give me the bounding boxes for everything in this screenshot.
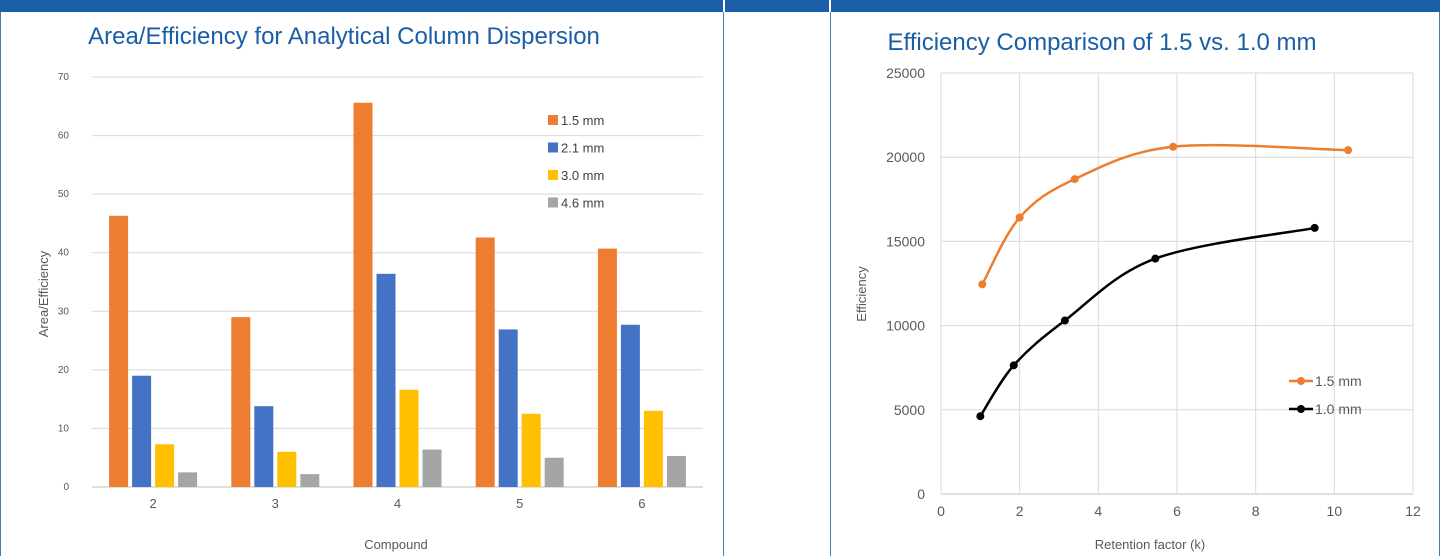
line-legend: 1.5 mm 1.0 mm bbox=[1289, 373, 1362, 417]
legend-marker bbox=[1297, 405, 1305, 413]
legend-label: 4.6 mm bbox=[561, 196, 604, 211]
bar-series bbox=[109, 102, 686, 488]
panel-gutter bbox=[724, 12, 830, 556]
line-x-tick-label: 4 bbox=[1094, 503, 1102, 519]
bar bbox=[620, 324, 640, 487]
bar-x-tick-label: 4 bbox=[394, 496, 401, 511]
line-chart: 0 5000 10000 15000 20000 25000 0 2 4 6 8 10 12 1.5 … bbox=[854, 29, 1421, 552]
line-x-tick-label: 10 bbox=[1327, 503, 1343, 519]
line-y-tick-labels: 0 5000 10000 15000 20000 25000 bbox=[886, 65, 925, 502]
data-point bbox=[976, 412, 985, 421]
line-x-axis-label: Retention factor (k) bbox=[1095, 537, 1206, 552]
bar bbox=[643, 410, 663, 487]
line-y-tick-label: 25000 bbox=[886, 65, 925, 81]
header-divider bbox=[829, 0, 831, 12]
data-point bbox=[1060, 316, 1069, 325]
legend-label: 2.1 mm bbox=[561, 141, 604, 156]
line-x-tick-label: 2 bbox=[1016, 503, 1024, 519]
line-x-tick-label: 8 bbox=[1252, 503, 1260, 519]
line-y-tick-label: 10000 bbox=[886, 318, 925, 334]
bar-y-tick-label: 20 bbox=[58, 365, 70, 376]
bar bbox=[231, 317, 251, 487]
line-y-tick-label: 20000 bbox=[886, 149, 925, 165]
series-line bbox=[981, 143, 1349, 285]
bar-gridlines bbox=[92, 76, 703, 488]
data-point bbox=[978, 280, 987, 289]
right-chart-panel: 0 5000 10000 15000 20000 25000 0 2 4 6 8 10 12 1.5 … bbox=[830, 12, 1440, 556]
bar bbox=[666, 455, 686, 487]
bar-y-tick-labels: 0 10 20 30 40 50 60 70 bbox=[58, 72, 70, 493]
legend-swatch bbox=[548, 115, 558, 125]
bar bbox=[399, 389, 419, 487]
data-point bbox=[1009, 361, 1018, 370]
bar-chart-title: Area/Efficiency for Analytical Column Di… bbox=[88, 23, 600, 50]
bar bbox=[597, 248, 617, 487]
line-y-axis-label: Efficiency bbox=[854, 266, 869, 322]
bar bbox=[498, 329, 518, 487]
data-point bbox=[1015, 213, 1024, 222]
legend-label: 1.5 mm bbox=[561, 113, 604, 128]
bar-x-tick-label: 6 bbox=[638, 496, 645, 511]
legend-label: 1.5 mm bbox=[1315, 373, 1362, 389]
line-series bbox=[976, 142, 1353, 421]
data-point bbox=[1310, 223, 1319, 232]
line-gridlines bbox=[940, 72, 1414, 495]
bar-y-tick-label: 0 bbox=[63, 482, 69, 493]
bar-x-tick-label: 2 bbox=[149, 496, 156, 511]
line-x-tick-label: 12 bbox=[1405, 503, 1421, 519]
header-bar bbox=[0, 0, 1440, 12]
bar bbox=[544, 457, 564, 487]
bar bbox=[277, 451, 297, 487]
data-point bbox=[1070, 175, 1079, 184]
data-point bbox=[1344, 146, 1353, 155]
line-x-tick-labels: 0 2 4 6 8 10 12 bbox=[937, 503, 1421, 519]
bar bbox=[353, 102, 373, 488]
legend-swatch bbox=[548, 197, 558, 208]
bar bbox=[132, 375, 152, 487]
bar bbox=[300, 474, 320, 487]
data-point bbox=[1151, 254, 1160, 263]
bar bbox=[376, 273, 396, 487]
bar bbox=[109, 215, 129, 488]
bar bbox=[178, 472, 198, 487]
bar-y-tick-label: 60 bbox=[58, 131, 70, 142]
bar-y-axis-label: Area/Efficiency bbox=[36, 250, 51, 337]
line-x-tick-label: 0 bbox=[937, 503, 945, 519]
legend-marker bbox=[1297, 377, 1305, 385]
series-line bbox=[979, 226, 1315, 417]
legend-swatch bbox=[548, 142, 558, 153]
line-y-tick-label: 0 bbox=[917, 486, 925, 502]
bar-x-tick-labels: 2 3 4 5 6 bbox=[149, 496, 645, 511]
line-chart-title: Efficiency Comparison of 1.5 vs. 1.0 mm bbox=[887, 29, 1316, 56]
bar-y-tick-label: 70 bbox=[58, 72, 70, 83]
bar bbox=[521, 413, 541, 487]
left-chart-panel: 0 10 20 30 40 50 60 70 2 3 4 5 6 1.5 mm 2.1 mm 3.0 mm… bbox=[0, 12, 724, 556]
bar-y-tick-label: 40 bbox=[58, 248, 70, 259]
bar-x-axis-label: Compound bbox=[364, 537, 428, 552]
line-x-tick-label: 6 bbox=[1173, 503, 1181, 519]
bar-y-tick-label: 50 bbox=[58, 189, 70, 200]
legend-label: 3.0 mm bbox=[561, 168, 604, 183]
bar bbox=[422, 449, 442, 487]
bar-legend: 1.5 mm 2.1 mm 3.0 mm 4.6 mm bbox=[548, 113, 604, 211]
header-divider bbox=[723, 0, 725, 12]
legend-label: 1.0 mm bbox=[1315, 401, 1362, 417]
line-y-tick-label: 15000 bbox=[886, 233, 925, 249]
bar-x-tick-label: 5 bbox=[516, 496, 523, 511]
line-y-tick-label: 5000 bbox=[894, 402, 925, 418]
bar bbox=[475, 237, 495, 487]
bar-chart: 0 10 20 30 40 50 60 70 2 3 4 5 6 1.5 mm 2.1 mm 3.0 mm… bbox=[36, 23, 703, 552]
bar-x-tick-label: 3 bbox=[272, 496, 279, 511]
bar-y-tick-label: 30 bbox=[58, 306, 70, 317]
bar-y-tick-label: 10 bbox=[58, 423, 70, 434]
bar bbox=[254, 406, 274, 487]
legend-swatch bbox=[548, 170, 558, 180]
data-point bbox=[1169, 142, 1178, 151]
bar bbox=[155, 444, 175, 487]
